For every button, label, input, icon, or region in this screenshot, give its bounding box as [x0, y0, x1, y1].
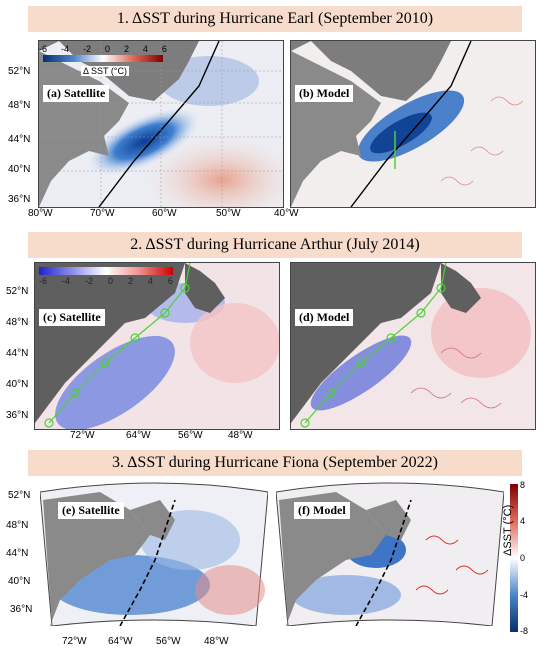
lat-tick: 40°N — [8, 164, 31, 175]
colorbar-arthur — [39, 267, 173, 275]
colorbar-arthur-ticks: -6 -4 -2 0 2 4 6 — [39, 276, 173, 286]
lat-tick: 48°N — [6, 520, 29, 531]
lon-tick: 64°W — [108, 636, 133, 647]
panel-label-d: (d) Model — [295, 309, 354, 326]
arthur-track-satellite — [44, 263, 191, 428]
map-panel-f: (f) Model — [276, 480, 504, 626]
colorbar-fiona-tick: -8 — [520, 626, 529, 636]
panel-label-f: (f) Model — [294, 502, 350, 519]
lat-tick: 48°N — [6, 317, 29, 328]
lat-tick: 48°N — [8, 100, 31, 111]
map-panel-d: (d) Model — [290, 262, 536, 430]
section-1-title: 1. ΔSST during Hurricane Earl (September… — [28, 6, 522, 32]
colorbar-fiona — [510, 484, 518, 632]
fiona-track-model — [355, 499, 412, 626]
map-panel-a: -6 -4 -2 0 2 4 6 Δ SST (°C) (a) Satellite — [38, 40, 284, 208]
panel-label-c: (c) Satellite — [39, 309, 105, 326]
lat-tick: 44°N — [6, 548, 29, 559]
colorbar-fiona-label: ΔSST (°C) — [502, 504, 514, 556]
earl-track-satellite — [98, 41, 220, 207]
lon-tick: 56°W — [156, 636, 181, 647]
lon-tick: 60°W — [152, 208, 177, 219]
lon-tick: 70°W — [90, 208, 115, 219]
colorbar-earl-ticks: -6 -4 -2 0 2 4 6 — [39, 44, 167, 54]
lon-tick: 72°W — [62, 636, 87, 647]
lat-tick: 40°N — [8, 576, 31, 587]
arthur-track-model — [300, 263, 447, 428]
colorbar-fiona-tick: -4 — [520, 590, 529, 600]
colorbar-earl-label: Δ SST (°C) — [81, 66, 129, 76]
lon-tick: 64°W — [126, 430, 151, 441]
lon-tick: 48°W — [228, 430, 253, 441]
lat-tick: 36°N — [10, 604, 33, 615]
lon-tick: 56°W — [178, 430, 203, 441]
lat-tick: 52°N — [8, 66, 31, 77]
lon-tick: 50°W — [216, 208, 241, 219]
section-2-title: 2. ΔSST during Hurricane Arthur (July 20… — [28, 232, 522, 258]
panel-label-b: (b) Model — [295, 85, 354, 102]
colorbar-fiona-tick: 4 — [520, 516, 526, 526]
lon-tick: 40°W — [274, 208, 299, 219]
colorbar-earl — [43, 55, 163, 62]
lat-tick: 44°N — [8, 134, 31, 145]
colorbar-fiona-tick: 0 — [520, 553, 526, 563]
lat-tick: 52°N — [6, 286, 29, 297]
sst-map-earl-satellite — [39, 41, 283, 207]
lon-tick: 80°W — [28, 208, 53, 219]
lat-tick: 44°N — [6, 348, 29, 359]
lat-tick: 52°N — [8, 490, 31, 501]
fiona-track-satellite — [119, 499, 176, 626]
sst-map-earl-model — [291, 41, 535, 207]
panel-label-a: (a) Satellite — [43, 85, 110, 102]
lat-tick: 36°N — [8, 194, 31, 205]
sst-map-arthur-model — [291, 263, 535, 429]
panel-label-e: (e) Satellite — [58, 502, 124, 519]
lat-tick: 36°N — [6, 410, 29, 421]
lat-tick: 40°N — [6, 379, 29, 390]
section-3-title: 3. ΔSST during Hurricane Fiona (Septembe… — [28, 450, 522, 476]
lon-tick: 48°W — [204, 636, 229, 647]
colorbar-fiona-tick: 8 — [520, 480, 526, 490]
map-panel-b: (b) Model — [290, 40, 536, 208]
earl-track-model — [350, 41, 472, 207]
sst-map-arthur-satellite — [35, 263, 279, 429]
map-panel-e: (e) Satellite — [40, 480, 268, 626]
lon-tick: 72°W — [70, 430, 95, 441]
map-panel-c: -6 -4 -2 0 2 4 6 (c) Satellite — [34, 262, 280, 430]
